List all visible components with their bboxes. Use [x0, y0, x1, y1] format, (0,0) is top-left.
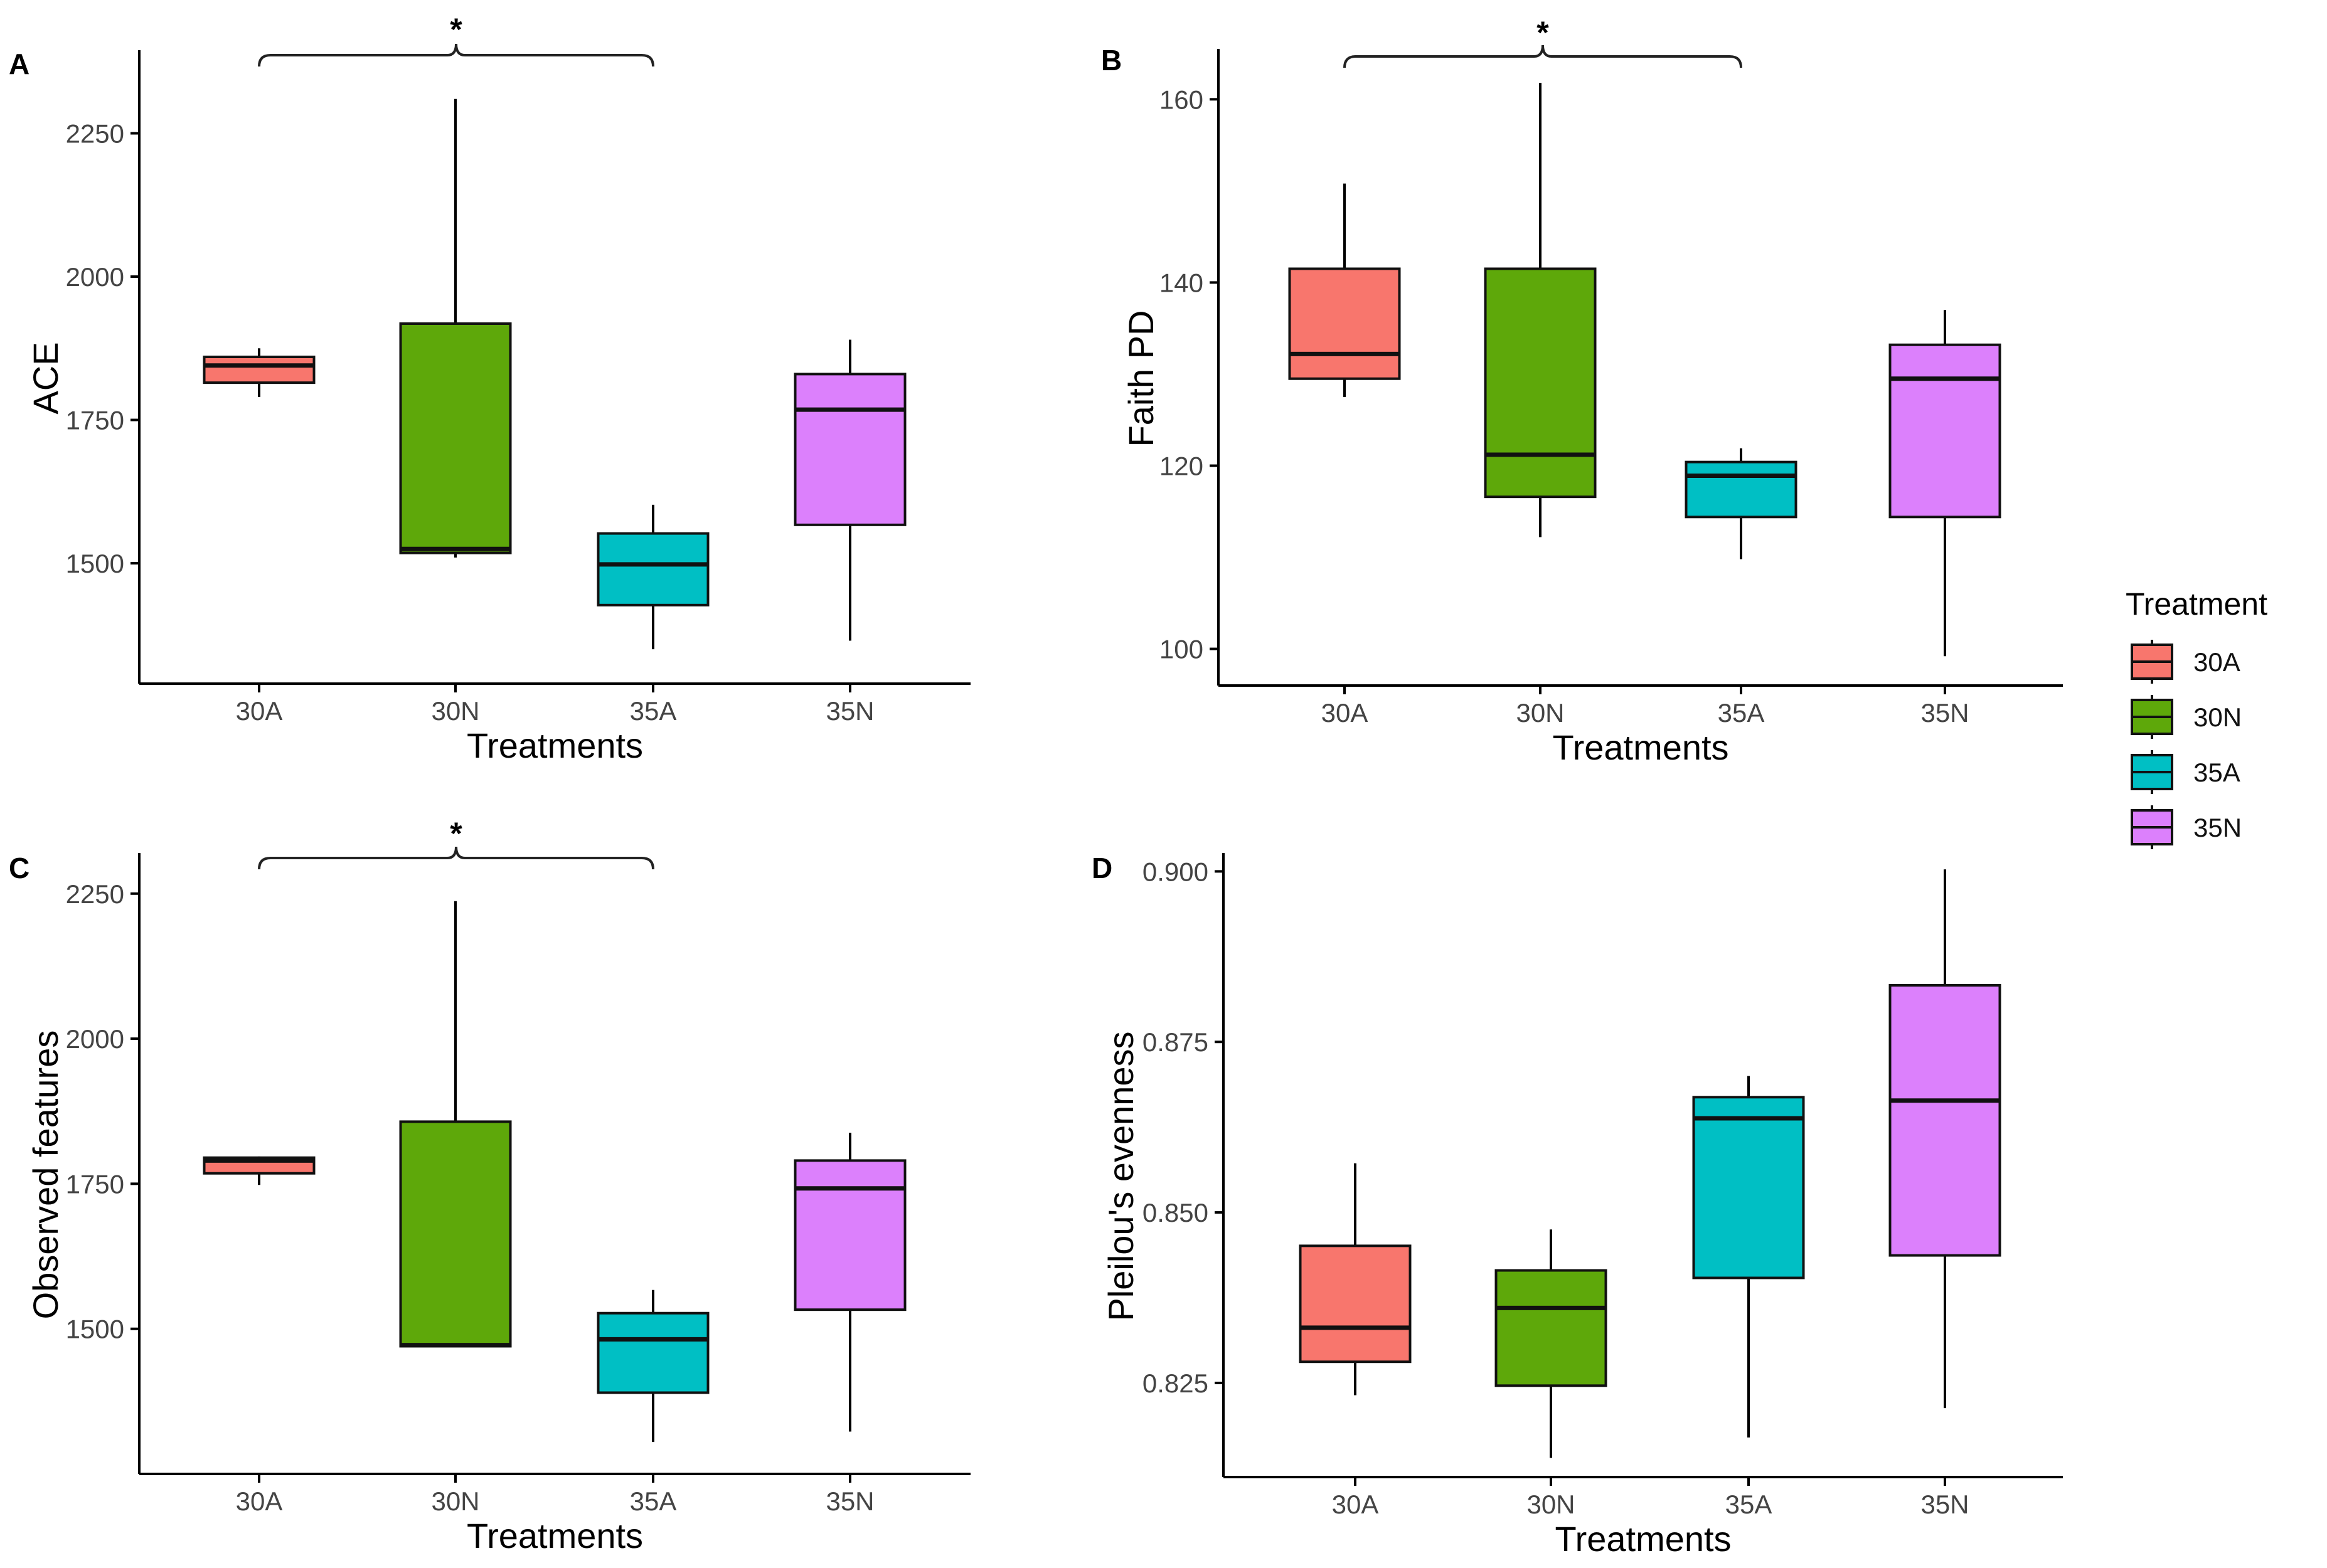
x-tick-label: 30A	[236, 1486, 283, 1516]
legend: Treatment 30A 30N 35A 35N	[2126, 586, 2267, 849]
box-body	[1692, 1096, 1805, 1279]
legend-item-30N: 30N	[2131, 695, 2242, 739]
box-body	[597, 532, 710, 607]
legend-title: Treatment	[2126, 586, 2267, 622]
x-axis-label: Treatments	[467, 1516, 643, 1555]
box-35N	[794, 339, 907, 641]
box-body	[1685, 460, 1797, 519]
y-tick-label: 1750	[66, 406, 124, 435]
legend-label: 30A	[2193, 647, 2240, 677]
x-axis-label: Treatments	[1555, 1519, 1731, 1559]
legend-label: 35A	[2193, 758, 2240, 787]
x-tick-label: 30N	[431, 696, 479, 726]
box-body	[1888, 983, 2001, 1257]
panel-a: A 1500 1750 2000 2250 30A 30N 35A 35N Treatments A…	[9, 12, 971, 765]
box-body	[1888, 343, 2001, 519]
box-35A	[597, 504, 710, 650]
box-30A	[1288, 183, 1401, 397]
significance-bracket	[258, 43, 654, 67]
box-30A	[203, 1156, 316, 1185]
significance-star: *	[450, 12, 462, 47]
x-axis-label: Treatments	[1552, 728, 1728, 767]
box-body	[1484, 267, 1597, 499]
box-body	[1299, 1244, 1412, 1364]
y-tick-label: 1500	[66, 549, 124, 578]
panel-c: C 1500 1750 2000 2250 30A 30N 35A 35N Treatments O…	[9, 816, 971, 1555]
significance-star: *	[1536, 15, 1549, 50]
y-tick-label: 160	[1159, 85, 1203, 114]
y-tick-label: 0.900	[1142, 857, 1208, 886]
x-tick-label: 35A	[630, 696, 677, 726]
x-tick-label: 30N	[431, 1486, 479, 1516]
x-tick-label: 30A	[1321, 698, 1368, 728]
box-body	[1494, 1269, 1607, 1387]
x-tick-label: 30A	[1332, 1490, 1379, 1519]
x-tick-label: 35A	[630, 1486, 677, 1516]
y-tick-label: 0.825	[1142, 1369, 1208, 1398]
y-axis-label: Pleilou's evenness	[1101, 1031, 1141, 1321]
box-30N	[399, 98, 512, 558]
y-tick-label: 2000	[66, 262, 124, 292]
panel-b: B 100 120 140 160 30A 30N 35A 35N Treatments Faith…	[1101, 15, 2063, 767]
box-30N	[1494, 1229, 1607, 1458]
legend-item-35A: 35A	[2131, 750, 2240, 794]
y-tick-label: 140	[1159, 268, 1203, 297]
y-tick-label: 0.850	[1142, 1198, 1208, 1227]
x-tick-label: 35N	[826, 1486, 874, 1516]
box-30A	[203, 348, 316, 397]
x-tick-label: 35N	[1920, 1490, 1969, 1519]
box-30N	[399, 901, 512, 1348]
box-body	[1288, 267, 1401, 380]
x-tick-label: 35N	[1920, 698, 1969, 728]
box-body	[399, 1120, 512, 1348]
legend-label: 35N	[2193, 813, 2242, 842]
y-tick-label: 2000	[66, 1024, 124, 1054]
y-tick-label: 100	[1159, 635, 1203, 664]
panel-letter: A	[9, 48, 29, 80]
box-35A	[1692, 1076, 1805, 1438]
panel-letter: D	[1092, 852, 1112, 884]
box-35N	[1888, 869, 2001, 1409]
box-body	[794, 373, 907, 526]
y-tick-label: 0.875	[1142, 1027, 1208, 1057]
box-body	[203, 356, 316, 384]
legend-item-35N: 35N	[2131, 805, 2242, 849]
y-tick-label: 120	[1159, 451, 1203, 480]
y-axis-label: Faith PD	[1121, 310, 1161, 447]
y-tick-label: 2250	[66, 879, 124, 909]
box-35N	[1888, 310, 2001, 657]
y-axis-label: ACE	[26, 342, 65, 414]
y-tick-label: 2250	[66, 119, 124, 149]
x-tick-label: 30A	[236, 696, 283, 726]
legend-item-30A: 30A	[2131, 640, 2240, 684]
significance-bracket	[258, 846, 654, 870]
box-body	[597, 1311, 710, 1394]
y-tick-label: 1500	[66, 1315, 124, 1344]
box-body	[794, 1159, 907, 1311]
x-tick-label: 35A	[1725, 1490, 1772, 1519]
x-tick-label: 35N	[826, 696, 874, 726]
legend-label: 30N	[2193, 702, 2242, 732]
y-tick-label: 1750	[66, 1169, 124, 1199]
panel-letter: C	[9, 852, 29, 884]
box-30A	[1299, 1163, 1412, 1396]
box-35A	[597, 1290, 710, 1443]
y-axis-label: Observed features	[26, 1030, 65, 1320]
box-35A	[1685, 448, 1797, 559]
x-axis-label: Treatments	[467, 726, 643, 765]
x-tick-label: 30N	[1526, 1490, 1575, 1519]
panel-letter: B	[1101, 44, 1122, 77]
box-35N	[794, 1132, 907, 1432]
significance-bracket	[1343, 45, 1742, 68]
x-tick-label: 35A	[1718, 698, 1765, 728]
significance-star: *	[450, 816, 462, 851]
panel-d: D 0.825 0.850 0.875 0.900 30A 30N 35A 35N Treatme…	[1092, 852, 2063, 1559]
box-body	[399, 322, 512, 554]
x-tick-label: 30N	[1516, 698, 1564, 728]
box-30N	[1484, 83, 1597, 538]
